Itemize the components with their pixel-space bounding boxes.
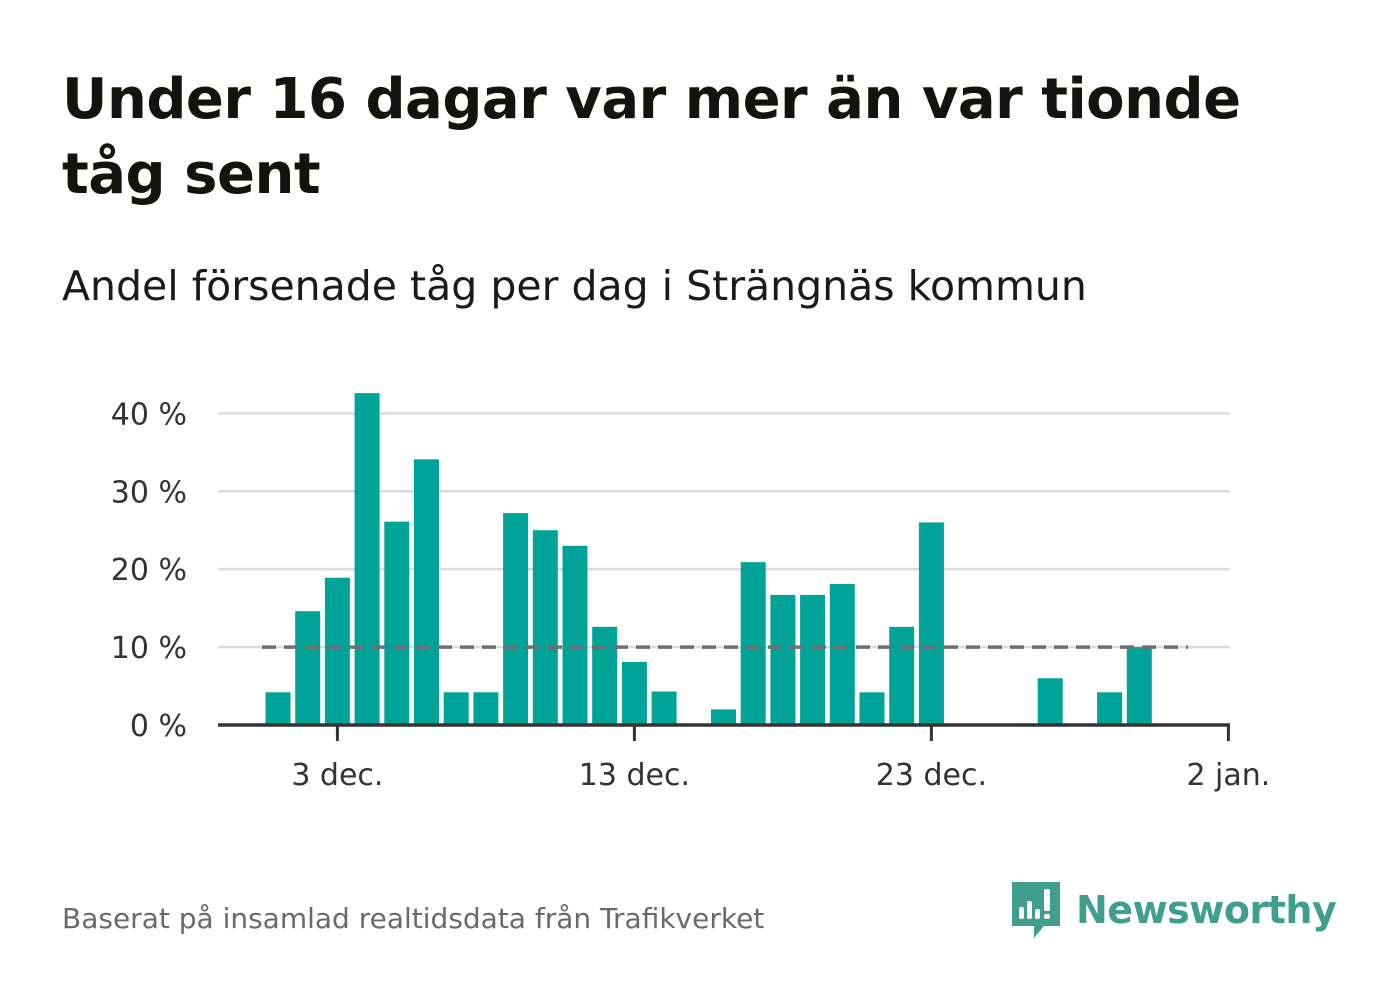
bar [473, 692, 499, 725]
bar [592, 626, 618, 725]
bar [859, 692, 885, 725]
axes: 0 % 10 % 20 % 30 % 40 % 3 dec. 13 dec. 23 dec. 2… [111, 397, 1271, 793]
bar [621, 661, 647, 725]
x-tick-label: 13 dec. [579, 758, 690, 793]
bar [324, 577, 350, 725]
x-tick-label: 2 jan. [1186, 758, 1270, 793]
bar [443, 692, 469, 725]
bar [829, 583, 855, 725]
bar [532, 530, 558, 725]
y-tick-label: 0 % [130, 709, 187, 744]
bar [1126, 647, 1152, 725]
bars [265, 393, 1152, 725]
bar [414, 459, 439, 725]
bar [265, 692, 291, 725]
newsworthy-logo-icon [1012, 882, 1060, 938]
bar [770, 594, 796, 725]
y-tick-label: 40 % [111, 397, 187, 432]
bar [384, 521, 410, 725]
newsworthy-brand: Newsworthy [1010, 880, 1337, 940]
bar [711, 709, 736, 725]
x-tick-label: 3 dec. [291, 758, 383, 793]
x-tick-label: 23 dec. [876, 758, 987, 793]
bar [800, 594, 826, 725]
bar [889, 626, 915, 725]
y-tick-label: 20 % [111, 553, 187, 588]
bar [740, 562, 766, 725]
bar [562, 545, 588, 725]
bar [918, 522, 944, 725]
bar [1097, 692, 1123, 725]
y-tick-label: 10 % [111, 631, 187, 666]
bar [651, 691, 677, 725]
y-tick-label: 30 % [111, 475, 187, 510]
bar [295, 611, 321, 725]
bar [354, 393, 380, 725]
chart-title: Under 16 dagar var mer än var tionde tåg… [62, 67, 1241, 207]
chart-subtitle: Andel försenade tåg per dag i Strängnäs … [62, 262, 1087, 310]
bar [1037, 678, 1063, 725]
source-note: Baserat på insamlad realtidsdata från Tr… [62, 902, 765, 935]
bar [503, 513, 529, 725]
brand-name: Newsworthy [1076, 888, 1337, 932]
